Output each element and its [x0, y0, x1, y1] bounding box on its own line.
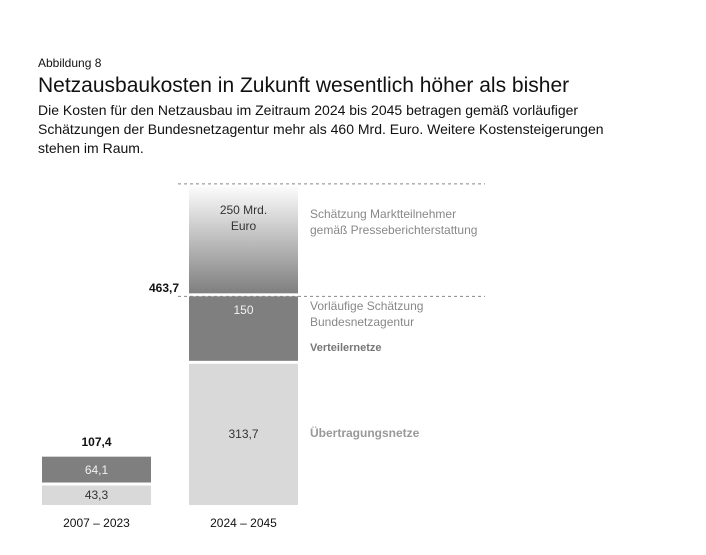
figure-label: Abbildung 8: [38, 56, 102, 70]
bar-segment: [42, 456, 151, 483]
value-label: 150: [233, 303, 254, 318]
value-label: 43,3: [84, 488, 109, 503]
bar-segment: [189, 296, 298, 361]
value-label: 64,1: [84, 462, 109, 477]
bar-segment: [42, 485, 151, 505]
x-tick-label: 2007 – 2023: [63, 516, 130, 530]
chart-title: Netzausbaukosten in Zukunft wesentlich h…: [38, 74, 570, 97]
chart-subtitle: Die Kosten für den Netzausbau im Zeitrau…: [38, 102, 604, 156]
value-label: 313,7: [228, 427, 259, 442]
series-note: Vorläufige Schätzung Bundesnetzagentur: [310, 299, 424, 330]
bar-segment: [189, 363, 298, 505]
x-tick-label: 2024 – 2045: [210, 516, 277, 530]
series-name: Verteilernetze: [310, 342, 382, 355]
series-name: Übertragungsnetze: [310, 426, 420, 441]
bar-segment: [189, 183, 298, 294]
total-label: 463,7: [148, 281, 179, 296]
series-name: Schätzung Marktteilnehmer gemäß Pressebe…: [310, 206, 478, 237]
value-label: 250 Mrd. Euro: [219, 202, 268, 233]
total-label: 107,4: [81, 434, 112, 449]
